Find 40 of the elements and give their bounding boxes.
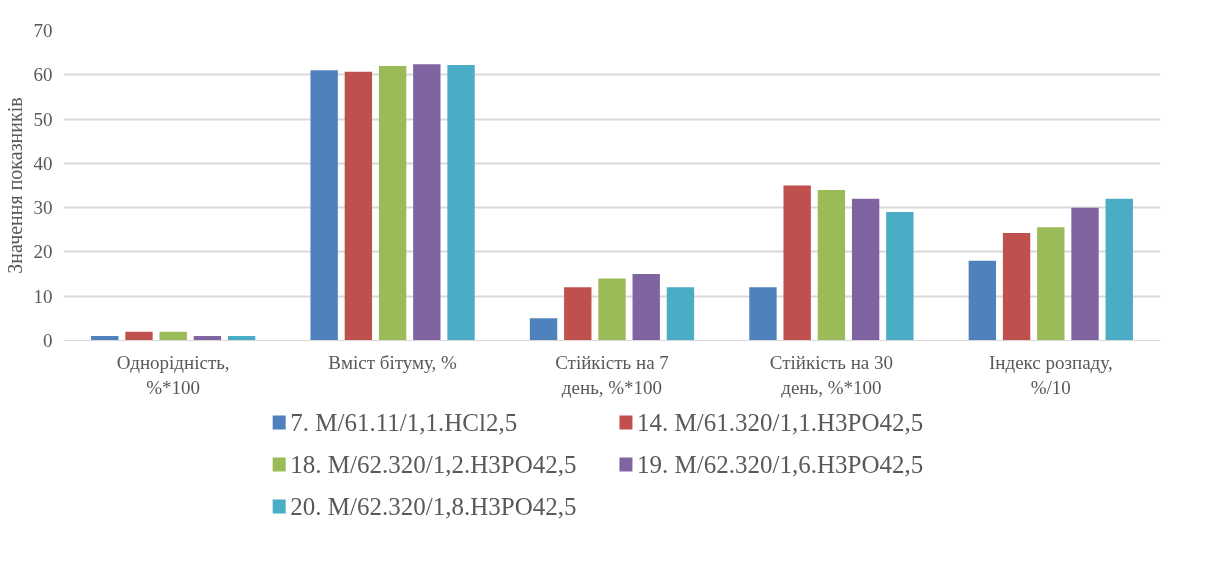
legend-label: 18. M/62.320/1,2.H3PO42,5 xyxy=(290,451,577,478)
bar xyxy=(1105,198,1133,341)
bar xyxy=(378,65,407,341)
bar xyxy=(1037,227,1065,341)
y-tick-label: 60 xyxy=(33,64,53,86)
bar xyxy=(529,318,558,341)
x-tick-label: Вміст бітуму, % xyxy=(328,351,458,373)
y-tick-label: 50 xyxy=(33,108,53,130)
legend-label: 19. M/62.320/1,6.H3PO42,5 xyxy=(637,451,924,478)
y-tick-label: 30 xyxy=(33,197,53,219)
bar xyxy=(1071,207,1099,341)
legend-label: 14. M/61.320/1,1.H3PO42,5 xyxy=(637,409,924,436)
y-axis-title: Значення показників xyxy=(3,97,26,274)
y-tick-label: 40 xyxy=(33,152,53,174)
bar xyxy=(666,287,695,341)
bar xyxy=(968,260,997,341)
bar xyxy=(344,71,373,341)
bar xyxy=(783,185,811,341)
x-tick-label: Індекс розпаду, %/10 xyxy=(988,351,1113,398)
x-tick-label: Стійкість на 30 день, %*100 xyxy=(769,351,893,398)
y-tick-label: 10 xyxy=(33,285,53,307)
legend-label: 7. M/61.11/1,1.HCl2,5 xyxy=(290,409,518,436)
bar xyxy=(632,274,660,341)
bar xyxy=(310,70,338,341)
bar xyxy=(851,198,880,341)
y-tick-label: 0 xyxy=(43,330,53,351)
bar xyxy=(1002,232,1031,341)
bar xyxy=(817,189,846,341)
x-tick-label: Однорідність, %*100 xyxy=(116,351,230,398)
bar xyxy=(447,65,475,341)
x-tick-label: Стійкість на 7 день, %*100 xyxy=(555,351,669,398)
bar xyxy=(886,212,914,341)
y-tick-label: 70 xyxy=(33,20,53,41)
legend-label: 20. M/62.320/1,8.H3PO42,5 xyxy=(290,493,577,520)
bar xyxy=(413,64,441,341)
bar xyxy=(598,278,626,341)
bar xyxy=(564,287,592,341)
y-tick-label: 20 xyxy=(33,241,53,263)
bar xyxy=(749,287,777,341)
bar xyxy=(125,331,153,341)
